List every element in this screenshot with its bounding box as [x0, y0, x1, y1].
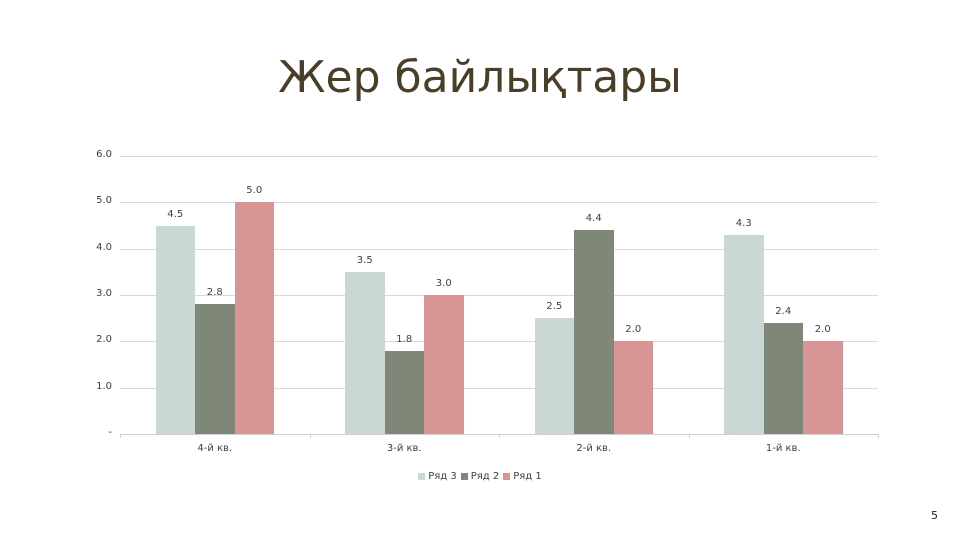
bar-ряд-3 [345, 271, 385, 434]
data-label: 3.5 [356, 254, 373, 266]
x-category-label: 4-й кв. [197, 443, 233, 454]
x-tick-mark [688, 434, 690, 438]
legend-label: Ряд 1 [513, 471, 542, 482]
x-tick-mark [499, 434, 500, 438]
bar-ряд-2 [384, 350, 424, 434]
gridline [120, 248, 878, 250]
bar-ряд-3 [155, 225, 195, 434]
gridline [120, 341, 878, 343]
slide-title: Жер байлықтары [278, 52, 682, 103]
bar-ряд-3 [724, 234, 764, 434]
data-label: 2.0 [814, 324, 831, 336]
bar-ряд-3 [534, 318, 574, 434]
data-label: 2.0 [625, 324, 642, 336]
y-tick-label: 4.0 [96, 241, 112, 253]
page-number: 5 [931, 509, 938, 522]
y-tick-label: 2.0 [96, 334, 112, 346]
data-label: 2.4 [775, 305, 792, 317]
legend-item: Ряд 3 [418, 471, 457, 482]
data-label: 2.5 [546, 301, 563, 313]
data-label: 3.0 [435, 278, 452, 289]
data-label: 4.3 [735, 217, 752, 229]
gridline [120, 387, 878, 389]
data-label: 4.5 [167, 208, 184, 220]
legend-label: Ряд 3 [428, 471, 457, 482]
legend-item: Ряд 2 [460, 471, 500, 482]
x-category-label: 1-й кв. [765, 443, 801, 454]
y-tick-label: 5.0 [96, 195, 112, 207]
bar-ряд-1 [613, 341, 653, 434]
y-tick-label: 6.0 [96, 149, 112, 160]
data-label: 4.4 [585, 213, 602, 225]
bar-ряд-2 [763, 322, 803, 434]
x-category-label: 3-й кв. [386, 443, 422, 454]
legend-item: Ряд 1 [503, 471, 542, 482]
y-tick-label: 1.0 [96, 380, 112, 392]
x-category-label: 2-й кв. [576, 443, 612, 454]
data-label: 2.8 [206, 287, 223, 299]
gridline [120, 202, 878, 204]
bar-ряд-1 [424, 295, 464, 434]
bar-ряд-1 [803, 341, 843, 434]
x-tick-mark [120, 434, 121, 438]
chart-legend: Ряд 3 Ряд 2 Ряд 1 [0, 471, 960, 482]
data-label: 1.8 [396, 333, 413, 345]
data-label: 5.0 [246, 185, 263, 197]
y-tick-label: - [108, 427, 112, 438]
legend-label: Ряд 2 [470, 471, 500, 482]
legend-swatch-icon [503, 473, 511, 480]
gridline [120, 156, 878, 157]
bar-ряд-2 [195, 304, 235, 434]
bar-ряд-2 [574, 230, 614, 434]
bar-ряд-1 [234, 202, 274, 434]
legend-swatch-icon [460, 473, 468, 480]
gridline [120, 295, 878, 296]
y-tick-label: 3.0 [96, 288, 112, 299]
x-tick-mark [309, 434, 311, 438]
legend-swatch-icon [418, 473, 426, 480]
x-tick-mark [878, 434, 879, 438]
